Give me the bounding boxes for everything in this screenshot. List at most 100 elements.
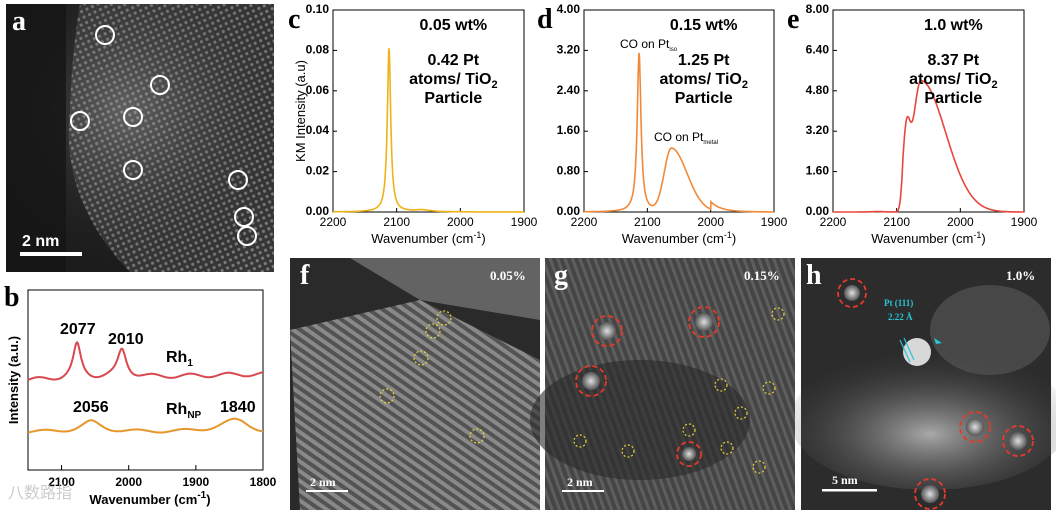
xtick-label: 1900 [761, 215, 788, 229]
particle-label: Particle [924, 90, 982, 107]
loading-label: 0.15 wt% [670, 17, 738, 34]
xtick-label: 2100 [383, 215, 410, 229]
pt-atoms-line2: atoms/ TiO2 [409, 71, 498, 91]
pt-atoms-label: 8.37 Pt [928, 52, 980, 69]
annotation-co-pt-metal: CO on Ptmetal [654, 130, 718, 146]
annotation-co-pt-iso: CO on Ptiso [620, 37, 678, 53]
ytick-label: 0.00 [806, 204, 830, 218]
panel-a-scale-label: 2 nm [22, 233, 59, 250]
b-xtick-label: 1800 [250, 475, 277, 489]
pt-atoms-label: 1.25 Pt [678, 52, 730, 69]
panel-b: b 2100 2000 1900 1800 2077 2010 2056 1840 R… [4, 282, 277, 507]
ytick-label: 0.00 [306, 204, 330, 218]
loading-label: 1.0 wt% [924, 17, 983, 34]
spectrum-line [333, 48, 524, 213]
lattice-line [899, 339, 911, 363]
xlabel: Wavenumber (cm-1) [871, 230, 985, 246]
nanoparticle-markers [575, 306, 720, 467]
peak-label-2077: 2077 [60, 321, 96, 338]
ytick-label: 0.04 [306, 123, 330, 137]
lattice-plane-label: Pt (111) [884, 298, 913, 308]
single-atom-markers [379, 310, 485, 444]
peak-label-2056: 2056 [73, 399, 109, 416]
xtick-label: 1900 [511, 215, 538, 229]
series-rh1-line [27, 340, 264, 381]
xtick-label: 1900 [1011, 215, 1038, 229]
single-atom-markers [70, 25, 257, 246]
panel-h-scale-label: 5 nm [832, 473, 858, 487]
panel-a-scale-bar [20, 252, 82, 256]
lattice-spacing-label: 2.22 Å [888, 312, 913, 322]
panel-g-scale-label: 2 nm [567, 475, 593, 489]
spectrum-line [833, 79, 1024, 213]
panel-f-scale-label: 2 nm [310, 475, 336, 489]
peak-label-1840: 1840 [220, 399, 256, 416]
ytick-label: 2.40 [557, 83, 581, 97]
xtick-label: 2100 [634, 215, 661, 229]
ytick-label: 0.10 [306, 2, 330, 16]
peak-label-2010: 2010 [108, 331, 144, 348]
xtick-label: 2000 [947, 215, 974, 229]
panel-a: a 2 nm [6, 4, 274, 272]
panel-letter-a: a [12, 6, 26, 37]
panel-f-scale-bar [306, 490, 348, 492]
loading-label: 0.05 wt% [420, 17, 488, 34]
series-rhnp-line [27, 417, 264, 434]
ytick-label: 1.60 [557, 123, 581, 137]
pt-atoms-line2: atoms/ TiO2 [909, 71, 998, 91]
ytick-label: 6.40 [806, 42, 830, 56]
single-atom-markers [573, 307, 785, 474]
panel-letter-h: h [806, 260, 822, 291]
plot-frame [583, 9, 775, 213]
panel-b-frame [27, 289, 264, 471]
b-xtick-label: 1900 [183, 475, 210, 489]
ytick-label: 3.20 [806, 123, 830, 137]
panel-letter-e: e [787, 4, 799, 35]
legend-rhnp: RhNP [166, 401, 202, 421]
panel-letter-c: c [288, 4, 300, 35]
plot-frame [832, 9, 1025, 213]
spectrum-line [584, 52, 774, 213]
panel-d: d 0.00 0.80 1.60 2.40 3.20 4.00 2200 2100 2000 19… [537, 2, 788, 246]
xtick-label: 2000 [447, 215, 474, 229]
ytick-label: 0.80 [557, 164, 581, 178]
panel-letter-d: d [537, 4, 553, 35]
particle-label: Particle [424, 90, 482, 107]
ytick-label: 3.20 [557, 42, 581, 56]
pt-nanoparticle [903, 338, 931, 366]
panel-f: f 0.05% 2 nm [290, 258, 540, 510]
ytick-label: 4.00 [557, 2, 581, 16]
ytick-label: 1.60 [806, 164, 830, 178]
pt-atoms-line2: atoms/ TiO2 [659, 71, 748, 91]
nanoparticle-markers [837, 278, 1034, 510]
ytick-label: 8.00 [806, 2, 830, 16]
xtick-label: 2200 [571, 215, 598, 229]
panel-b-ylabel: Intensity (a.u.) [6, 336, 21, 424]
legend-rh1: Rh1 [166, 349, 193, 369]
watermark: 八数路指 [8, 484, 72, 502]
panel-g: g 0.15% 2 nm [530, 258, 795, 510]
ytick-label: 0.02 [306, 164, 330, 178]
panel-letter-g: g [554, 260, 568, 291]
ytick-label: 0.06 [306, 83, 330, 97]
ytick-label: 0.08 [306, 42, 330, 56]
panel-letter-b: b [4, 282, 20, 313]
panel-c: c 0.00 0.02 0.04 0.06 0.08 0.10 2200 2100 2000 19… [288, 2, 538, 246]
particle-label: Particle [675, 90, 733, 107]
ytick-label: 0.00 [557, 204, 581, 218]
panel-letter-f: f [300, 260, 310, 291]
panel-f-loading: 0.05% [490, 268, 526, 283]
ytick-label: 4.80 [806, 83, 830, 97]
b-xtick-label: 2000 [115, 475, 142, 489]
xtick-label: 2200 [820, 215, 847, 229]
xlabel: Wavenumber (cm-1) [622, 230, 736, 246]
panel-g-loading: 0.15% [744, 268, 780, 283]
panel-h-loading: 1.0% [1006, 268, 1035, 283]
xtick-label: 2100 [883, 215, 910, 229]
b-xtick-label: 2100 [48, 475, 75, 489]
pt-atoms-label: 0.42 Pt [428, 52, 480, 69]
xlabel: Wavenumber (cm-1) [371, 230, 485, 246]
panel-h: Pt (111) 2.22 Å h 1.0% 5 nm [790, 258, 1056, 510]
ylabel: KM Intensity (a.u) [293, 60, 308, 162]
